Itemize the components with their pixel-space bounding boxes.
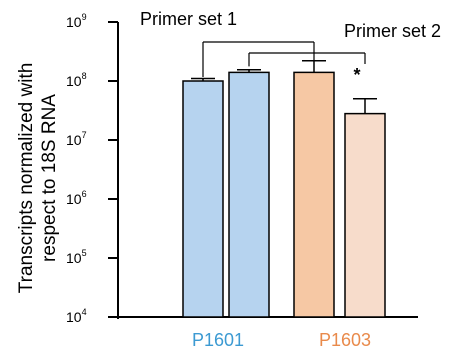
comparison-brackets bbox=[202, 41, 366, 77]
y-tick-label: 104 bbox=[66, 307, 87, 325]
y-axis-title: Transcripts normalized with respect to 1… bbox=[16, 63, 60, 294]
y-tick-label: 106 bbox=[66, 189, 87, 207]
primer-set-2-label: Primer set 2 bbox=[344, 21, 441, 41]
bar bbox=[344, 112, 386, 318]
y-axis-title-line-1: Transcripts normalized with bbox=[16, 63, 37, 294]
y-tick-label: 107 bbox=[66, 130, 87, 148]
y-tick-label: 105 bbox=[66, 248, 87, 266]
y-ticks: 104 105 106 107 108 109 bbox=[66, 12, 118, 325]
y-tick-label: 108 bbox=[66, 71, 87, 89]
significance-asterisk: * bbox=[353, 65, 360, 85]
group-label-p1603: P1603 bbox=[319, 330, 371, 350]
bars bbox=[182, 71, 386, 318]
bar bbox=[182, 80, 224, 318]
y-tick-label: 109 bbox=[66, 12, 87, 30]
bar bbox=[293, 71, 335, 318]
y-axis-title-line-2: respect to 18S RNA bbox=[39, 94, 60, 262]
primer-set-1-label: Primer set 1 bbox=[140, 9, 237, 29]
bar bbox=[228, 71, 270, 318]
error-bars bbox=[191, 60, 377, 114]
group-label-p1601: P1601 bbox=[192, 330, 244, 350]
